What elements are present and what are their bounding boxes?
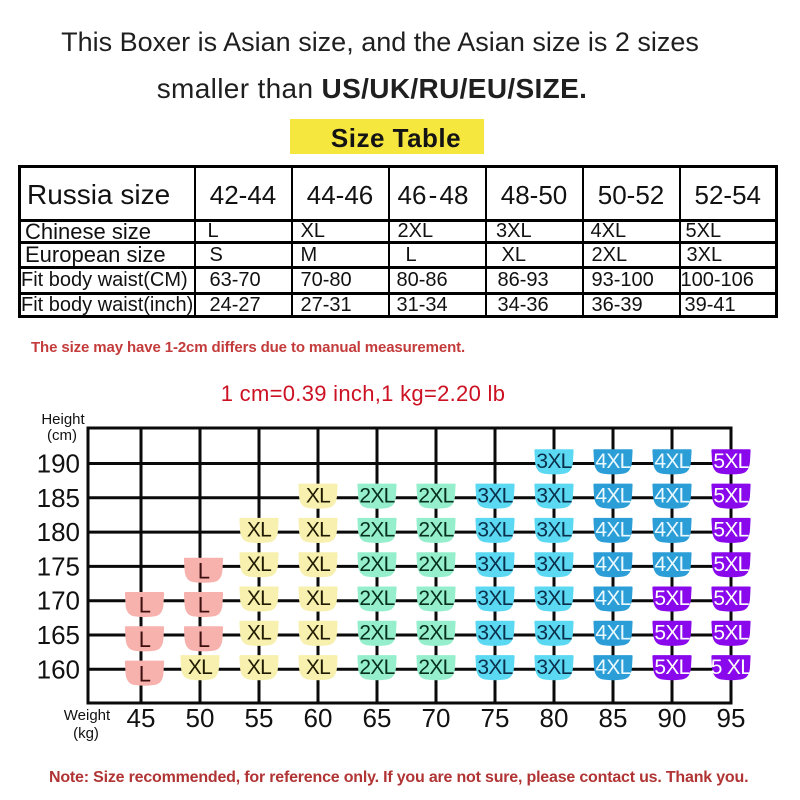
- svg-text:3XL: 3XL: [477, 553, 512, 576]
- svg-text:XL: XL: [247, 519, 271, 542]
- svg-text:XL: XL: [247, 553, 271, 576]
- svg-text:160: 160: [37, 654, 80, 684]
- svg-text:50: 50: [186, 703, 215, 733]
- svg-text:5XL: 5XL: [654, 587, 689, 610]
- svg-text:Height: Height: [41, 411, 85, 428]
- svg-text:60: 60: [304, 703, 333, 733]
- svg-text:4XL: 4XL: [595, 622, 630, 645]
- svg-text:5XL: 5XL: [654, 656, 689, 679]
- svg-text:70: 70: [422, 703, 451, 733]
- svg-text:5XL: 5XL: [713, 587, 748, 610]
- svg-text:3XL: 3XL: [536, 622, 571, 645]
- svg-text:XL: XL: [306, 622, 330, 645]
- svg-text:3XL: 3XL: [536, 519, 571, 542]
- svg-text:3XL: 3XL: [477, 622, 512, 645]
- svg-text:4XL: 4XL: [654, 519, 689, 542]
- svg-text:4XL: 4XL: [595, 484, 630, 507]
- svg-text:190: 190: [37, 449, 80, 479]
- svg-text:2XL: 2XL: [359, 656, 394, 679]
- svg-text:95: 95: [717, 703, 746, 733]
- svg-text:L: L: [198, 627, 210, 652]
- svg-text:XL: XL: [306, 519, 330, 542]
- svg-text:185: 185: [37, 483, 80, 513]
- svg-text:2XL: 2XL: [359, 622, 394, 645]
- svg-text:4XL: 4XL: [654, 484, 689, 507]
- svg-text:5XL: 5XL: [654, 622, 689, 645]
- svg-text:3XL: 3XL: [536, 484, 571, 507]
- svg-text:XL: XL: [306, 656, 330, 679]
- svg-text:2XL: 2XL: [359, 587, 394, 610]
- svg-text:L: L: [139, 627, 151, 652]
- svg-text:2XL: 2XL: [418, 622, 453, 645]
- svg-text:4XL: 4XL: [654, 450, 689, 473]
- svg-text:4XL: 4XL: [654, 553, 689, 576]
- svg-text:2XL: 2XL: [418, 484, 453, 507]
- svg-text:3XL: 3XL: [536, 450, 571, 473]
- svg-text:(cm): (cm): [47, 427, 77, 444]
- svg-text:5XL: 5XL: [713, 553, 748, 576]
- svg-text:XL: XL: [188, 656, 212, 679]
- svg-text:L: L: [139, 661, 151, 686]
- svg-text:XL: XL: [247, 622, 271, 645]
- svg-text:2XL: 2XL: [418, 553, 453, 576]
- svg-text:XL: XL: [306, 587, 330, 610]
- svg-text:Weight: Weight: [64, 707, 111, 724]
- svg-text:3XL: 3XL: [477, 587, 512, 610]
- svg-text:85: 85: [599, 703, 628, 733]
- svg-text:XL: XL: [247, 587, 271, 610]
- svg-text:3XL: 3XL: [477, 484, 512, 507]
- svg-text:2XL: 2XL: [418, 519, 453, 542]
- svg-text:3XL: 3XL: [536, 553, 571, 576]
- svg-text:65: 65: [363, 703, 392, 733]
- svg-text:4XL: 4XL: [595, 587, 630, 610]
- svg-text:45: 45: [127, 703, 156, 733]
- svg-text:5XL: 5XL: [713, 622, 748, 645]
- svg-text:3XL: 3XL: [477, 656, 512, 679]
- svg-text:5XL: 5XL: [713, 450, 748, 473]
- svg-text:2XL: 2XL: [359, 519, 394, 542]
- svg-text:XL: XL: [306, 484, 330, 507]
- svg-text:165: 165: [37, 620, 80, 650]
- svg-text:L: L: [198, 593, 210, 618]
- svg-text:2XL: 2XL: [359, 484, 394, 507]
- svg-text:3XL: 3XL: [477, 519, 512, 542]
- svg-text:75: 75: [481, 703, 510, 733]
- svg-text:180: 180: [37, 517, 80, 547]
- svg-text:XL: XL: [247, 656, 271, 679]
- svg-text:5XL: 5XL: [713, 519, 748, 542]
- svg-text:175: 175: [37, 551, 80, 581]
- svg-text:5XL: 5XL: [713, 484, 748, 507]
- svg-text:2XL: 2XL: [418, 587, 453, 610]
- svg-text:(kg): (kg): [73, 725, 99, 742]
- svg-text:4XL: 4XL: [595, 553, 630, 576]
- svg-text:3XL: 3XL: [536, 587, 571, 610]
- svg-text:4XL: 4XL: [595, 656, 630, 679]
- svg-text:L: L: [139, 593, 151, 618]
- svg-text:2XL: 2XL: [418, 656, 453, 679]
- svg-text:80: 80: [540, 703, 569, 733]
- svg-text:4XL: 4XL: [595, 519, 630, 542]
- svg-text:3XL: 3XL: [536, 656, 571, 679]
- svg-text:4XL: 4XL: [595, 450, 630, 473]
- svg-text:5 XL: 5 XL: [711, 656, 751, 679]
- svg-text:L: L: [198, 558, 210, 583]
- svg-text:170: 170: [37, 586, 80, 616]
- svg-text:55: 55: [245, 703, 274, 733]
- svg-text:90: 90: [658, 703, 687, 733]
- svg-text:XL: XL: [306, 553, 330, 576]
- svg-text:2XL: 2XL: [359, 553, 394, 576]
